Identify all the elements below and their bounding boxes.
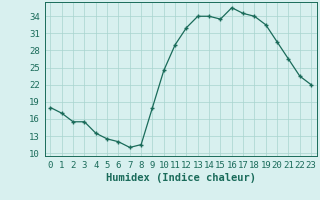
- X-axis label: Humidex (Indice chaleur): Humidex (Indice chaleur): [106, 173, 256, 183]
